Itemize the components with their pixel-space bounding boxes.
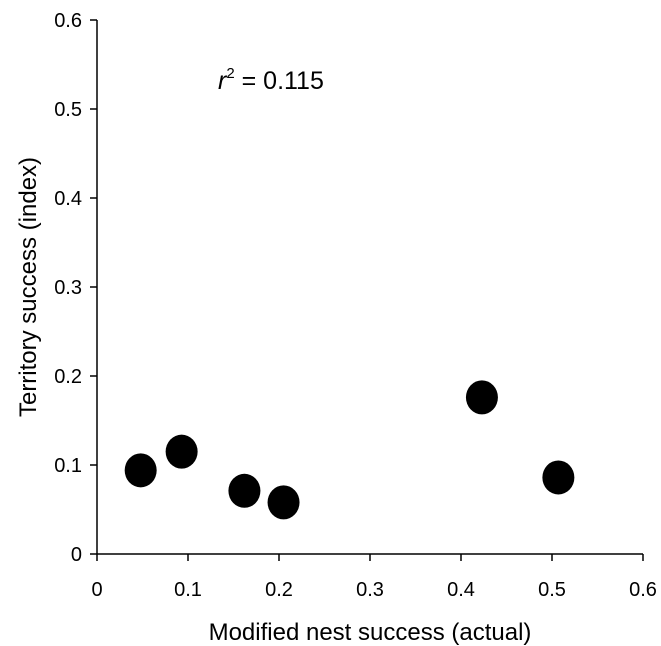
y-tick-label: 0 (71, 544, 82, 566)
x-tick-label: 0.3 (356, 579, 384, 601)
x-tick-label: 0.6 (629, 579, 657, 601)
y-tick-label: 0.2 (54, 366, 82, 388)
r-exponent: 2 (226, 65, 234, 82)
data-point (465, 380, 498, 415)
y-tick-label: 0.4 (54, 188, 82, 210)
x-tick-label: 0.1 (174, 579, 202, 601)
data-points (124, 380, 575, 520)
data-point (267, 485, 300, 520)
r-value: = 0.115 (235, 67, 324, 95)
data-point (124, 453, 157, 488)
y-tick-label: 0.6 (54, 10, 82, 32)
tick-labels: 0 0.1 0.2 0.3 0.4 0.5 0.6 0 0.1 0.2 0.3 0.4 0.5 0.6 (54, 10, 657, 601)
x-tick-label: 0.4 (447, 579, 475, 601)
r-squared-annotation: r2 = 0.115 (218, 65, 324, 95)
y-tick-label: 0.3 (54, 277, 82, 299)
y-tick-label: 0.1 (54, 455, 82, 477)
y-axis-title: Territory success (index) (15, 157, 42, 417)
y-tick-label: 0.5 (54, 99, 82, 121)
ticks (90, 19, 644, 561)
data-point (542, 460, 575, 495)
data-point (165, 434, 198, 469)
r-variable: r (218, 67, 228, 95)
x-tick-label: 0.5 (538, 579, 566, 601)
x-axis-title: Modified nest success (actual) (209, 619, 532, 646)
data-point (228, 473, 261, 508)
x-tick-label: 0.2 (265, 579, 293, 601)
x-tick-label: 0 (91, 579, 102, 601)
